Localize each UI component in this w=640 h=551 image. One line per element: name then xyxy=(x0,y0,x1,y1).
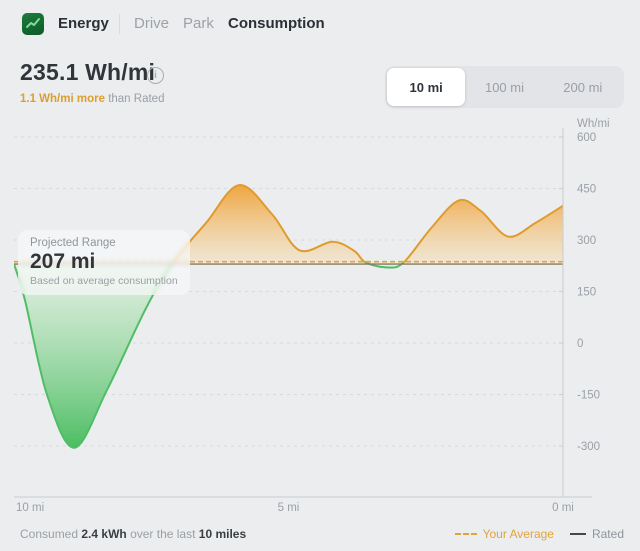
consumption-value: 235.1 Wh/mi xyxy=(20,59,156,85)
y-tick-label: -150 xyxy=(577,389,600,401)
summary-miles: 10 miles xyxy=(198,527,247,541)
energy-app-icon xyxy=(22,13,44,35)
tab-drive[interactable]: Drive xyxy=(134,15,170,32)
tab-park[interactable]: Park xyxy=(183,15,214,32)
range-selector: 10 mi 100 mi 200 mi xyxy=(385,66,624,108)
y-tick-label: 0 xyxy=(577,338,583,350)
range-option-100mi[interactable]: 100 mi xyxy=(465,68,543,106)
x-tick-label: 10 mi xyxy=(16,502,44,514)
projected-range-tooltip: Projected Range 207 mi Based on average … xyxy=(18,230,190,295)
y-tick-label: 450 xyxy=(577,183,596,195)
y-tick-label: 150 xyxy=(577,286,596,298)
delta-vs-rated: 1.1 Wh/mi more than Rated xyxy=(20,93,164,105)
legend-rated: Rated xyxy=(569,527,624,541)
y-axis-unit-label: Wh/mi xyxy=(577,118,610,130)
x-tick-label: 5 mi xyxy=(278,502,300,514)
tooltip-subtitle: Based on average consumption xyxy=(30,275,178,287)
tooltip-title: Projected Range xyxy=(30,237,116,249)
tab-consumption[interactable]: Consumption xyxy=(228,15,325,32)
range-option-200mi[interactable]: 200 mi xyxy=(544,68,622,106)
solid-line-swatch xyxy=(569,533,586,535)
chart-legend: Your Average Rated xyxy=(454,527,624,541)
consumption-summary: Consumed 2.4 kWh over the last 10 miles xyxy=(20,527,246,541)
summary-middle: over the last xyxy=(126,527,199,541)
legend-label-average: Your Average xyxy=(482,527,554,541)
legend-your-average: Your Average xyxy=(454,527,554,541)
x-tick-label: 0 mi xyxy=(552,502,574,514)
trend-line-icon xyxy=(26,18,40,28)
delta-suffix: than Rated xyxy=(105,93,165,105)
summary-prefix: Consumed xyxy=(20,527,82,541)
consumption-area-above-average xyxy=(171,184,563,263)
legend-label-rated: Rated xyxy=(591,527,624,541)
summary-kwh: 2.4 kWh xyxy=(81,527,127,541)
y-tick-label: 600 xyxy=(577,132,596,144)
header-divider xyxy=(119,14,120,34)
y-tick-label: -300 xyxy=(577,441,600,453)
info-icon[interactable]: i xyxy=(147,67,164,84)
page-title: Energy xyxy=(58,15,109,32)
range-option-10mi[interactable]: 10 mi xyxy=(387,68,466,106)
y-tick-label: 300 xyxy=(577,235,596,247)
projected-range-value: 207 mi xyxy=(30,250,96,273)
delta-highlight: 1.1 Wh/mi more xyxy=(20,93,105,105)
dashed-line-swatch xyxy=(454,533,477,535)
